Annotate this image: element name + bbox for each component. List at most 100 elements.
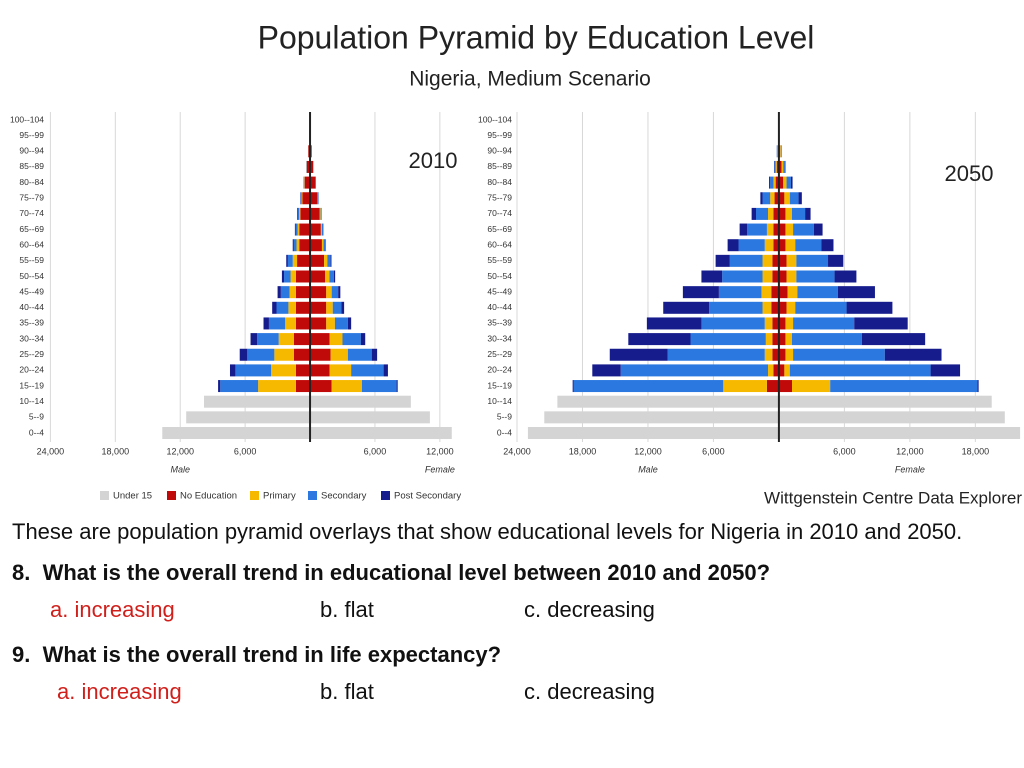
bar-segment bbox=[329, 333, 343, 346]
option: c. decreasing bbox=[524, 597, 655, 622]
bar-segment bbox=[796, 254, 829, 267]
bar-segment bbox=[834, 270, 857, 283]
x-tick-label: 24,000 bbox=[503, 446, 531, 456]
bar-segment bbox=[774, 160, 776, 173]
bar-segment bbox=[784, 364, 790, 377]
bar-segment bbox=[295, 380, 311, 393]
slide-text: These are population pyramid overlays th… bbox=[12, 515, 1017, 713]
bar-segment bbox=[773, 239, 779, 252]
age-label: 10--14 bbox=[487, 396, 512, 406]
bar-segment bbox=[778, 207, 786, 220]
age-label: 100--104 bbox=[478, 114, 512, 124]
bar-segment bbox=[778, 411, 1005, 424]
age-label: 55--59 bbox=[487, 255, 512, 265]
bar-segment bbox=[738, 239, 765, 252]
bar-segment bbox=[690, 333, 766, 346]
bar-segment bbox=[557, 395, 779, 408]
bar-segment bbox=[778, 192, 785, 205]
bar-segment bbox=[293, 333, 311, 346]
bar-segment bbox=[778, 160, 782, 173]
bar-segment bbox=[718, 286, 762, 299]
bar-segment bbox=[293, 239, 297, 252]
bar-segment bbox=[326, 301, 333, 314]
age-label: 70--74 bbox=[19, 208, 44, 218]
bar-segment bbox=[310, 270, 326, 283]
bar-segment bbox=[778, 380, 793, 393]
bar-segment bbox=[781, 160, 784, 173]
x-tick-label: 6,000 bbox=[702, 446, 725, 456]
bar-segment bbox=[765, 333, 773, 346]
x-tick-label: 6,000 bbox=[234, 446, 257, 456]
bar-segment bbox=[609, 348, 668, 361]
bar-segment bbox=[300, 192, 302, 205]
bar-segment bbox=[766, 380, 779, 393]
bar-segment bbox=[296, 239, 300, 252]
bar-segment bbox=[332, 301, 342, 314]
age-label: 100--104 bbox=[10, 114, 44, 124]
bar-segment bbox=[325, 239, 326, 252]
bar-segment bbox=[646, 317, 702, 330]
age-label: 10--14 bbox=[19, 396, 44, 406]
bar-segment bbox=[310, 317, 327, 330]
axis-label: Female bbox=[425, 464, 455, 474]
x-tick-label: 24,000 bbox=[37, 446, 65, 456]
bar-segment bbox=[786, 254, 797, 267]
bar-segment bbox=[310, 364, 330, 377]
bar-segment bbox=[771, 301, 779, 314]
bar-segment bbox=[776, 145, 778, 158]
bar-segment bbox=[682, 286, 719, 299]
axis-label: Female bbox=[895, 464, 925, 474]
age-label: 20--24 bbox=[19, 365, 44, 375]
age-label: 20--24 bbox=[487, 365, 512, 375]
bar-segment bbox=[320, 207, 322, 220]
bar-segment bbox=[292, 254, 298, 267]
bar-segment bbox=[778, 395, 992, 408]
bar-segment bbox=[729, 254, 763, 267]
bar-segment bbox=[544, 411, 779, 424]
age-label: 90--94 bbox=[19, 146, 44, 156]
x-tick-label: 18,000 bbox=[569, 446, 597, 456]
x-tick-label: 12,000 bbox=[426, 446, 454, 456]
age-label: 65--69 bbox=[487, 224, 512, 234]
bar-segment bbox=[837, 286, 875, 299]
bar-segment bbox=[310, 160, 314, 173]
bar-segment bbox=[772, 333, 779, 346]
bar-segment bbox=[247, 348, 275, 361]
bar-segment bbox=[293, 348, 311, 361]
legend-label: Secondary bbox=[321, 491, 367, 502]
bar-segment bbox=[258, 380, 296, 393]
charts: Population Pyramid by Education Level Ni… bbox=[10, 19, 1022, 507]
bar-segment bbox=[773, 223, 779, 236]
bar-segment bbox=[321, 223, 324, 236]
bar-segment bbox=[772, 270, 779, 283]
age-label: 60--64 bbox=[487, 239, 512, 249]
bar-segment bbox=[360, 333, 366, 346]
bar-segment bbox=[785, 207, 793, 220]
bar-segment bbox=[620, 364, 768, 377]
bar-segment bbox=[778, 301, 787, 314]
bar-segment bbox=[778, 364, 785, 377]
bar-segment bbox=[789, 364, 931, 377]
age-label: 80--84 bbox=[487, 177, 512, 187]
bar-segment bbox=[271, 364, 296, 377]
bar-segment bbox=[324, 254, 328, 267]
bar-segment bbox=[701, 270, 723, 283]
bar-segment bbox=[796, 270, 835, 283]
bar-segment bbox=[220, 380, 259, 393]
bar-segment bbox=[310, 301, 327, 314]
bar-segment bbox=[277, 286, 281, 299]
bar-segment bbox=[310, 192, 318, 205]
bar-segment bbox=[299, 207, 301, 220]
bar-segment bbox=[321, 239, 324, 252]
bar-segment bbox=[527, 427, 779, 439]
bar-segment bbox=[295, 223, 298, 236]
bar-segment bbox=[299, 239, 311, 252]
bar-segment bbox=[329, 364, 352, 377]
bar-segment bbox=[778, 239, 786, 252]
bar-segment bbox=[977, 380, 979, 393]
bar-segment bbox=[310, 380, 332, 393]
legend-swatch bbox=[381, 491, 390, 500]
bar-segment bbox=[347, 317, 352, 330]
age-label: 95--99 bbox=[487, 130, 512, 140]
legend-label: Post Secondary bbox=[394, 491, 461, 502]
